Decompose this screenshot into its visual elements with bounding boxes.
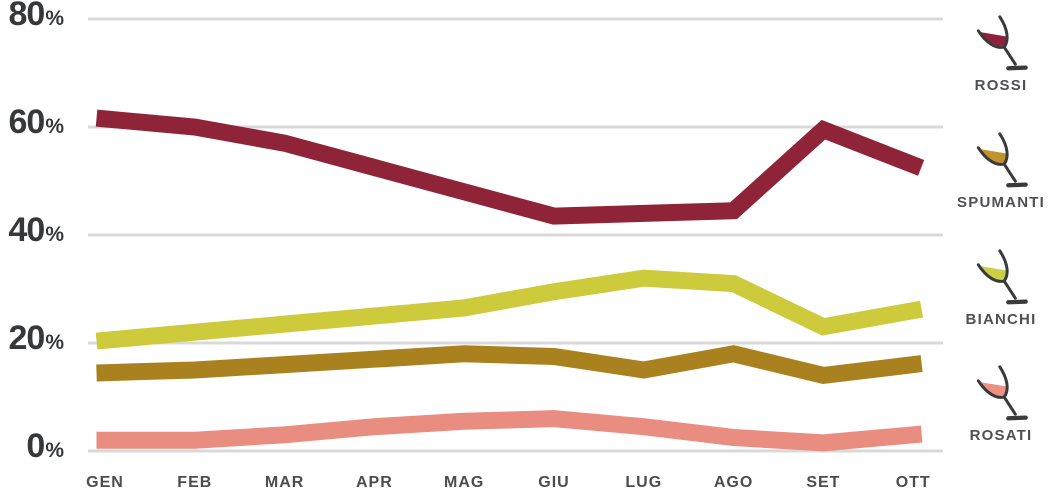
- line-rossi: [95, 109, 925, 225]
- legend-item-rossi: ROSSI: [952, 12, 1050, 94]
- x-tick-label: AGO: [713, 474, 754, 491]
- line-rosati: [96, 410, 923, 452]
- sparkling-wine-glass-icon: [976, 132, 1028, 188]
- line-spumanti: [96, 345, 923, 385]
- wine-fill: [979, 32, 1009, 46]
- legend-label-spumanti: SPUMANTI: [957, 194, 1045, 211]
- legend: ROSSI SPUMANTI: [952, 0, 1050, 494]
- rose-wine-glass-icon: [976, 365, 1028, 421]
- glass-stem: [1002, 45, 1017, 66]
- x-tick-label: APR: [356, 474, 393, 491]
- y-tick-label: 20%: [8, 319, 64, 357]
- wine-fill: [979, 149, 1009, 163]
- legend-item-bianchi: BIANCHI: [952, 246, 1050, 328]
- wine-fill: [979, 382, 1009, 396]
- legend-item-rosati: ROSATI: [952, 362, 1050, 444]
- legend-label-rosati: ROSATI: [969, 427, 1033, 444]
- glass-stem: [1002, 279, 1017, 300]
- x-tick-label: LUG: [625, 474, 663, 491]
- x-tick-label: GIU: [538, 474, 570, 491]
- y-tick-label: 40%: [8, 211, 64, 249]
- x-tick-label: SET: [806, 474, 841, 491]
- wine-fill: [979, 266, 1009, 280]
- white-wine-glass-icon: [976, 249, 1028, 305]
- y-tick-label: 0%: [26, 427, 64, 465]
- legend-label-bianchi: BIANCHI: [965, 311, 1037, 328]
- red-wine-glass-icon: [976, 15, 1028, 71]
- glass-foot: [1006, 65, 1028, 71]
- x-tick-label: OTT: [895, 474, 931, 491]
- glass-stem: [1002, 395, 1017, 416]
- legend-label-rossi: ROSSI: [974, 77, 1028, 94]
- glass-foot: [1006, 415, 1028, 421]
- glass-foot: [1006, 182, 1028, 188]
- x-tick-label: GEN: [86, 474, 124, 491]
- x-tick-label: MAR: [264, 474, 305, 491]
- y-tick-label: 60%: [8, 103, 64, 141]
- y-tick-label: 80%: [8, 0, 64, 33]
- x-tick-label: MAG: [444, 474, 485, 491]
- x-tick-label: FEB: [177, 474, 213, 491]
- legend-item-spumanti: SPUMANTI: [952, 129, 1050, 211]
- glass-foot: [1006, 299, 1028, 305]
- line-bianchi: [95, 269, 924, 350]
- glass-stem: [1002, 162, 1017, 183]
